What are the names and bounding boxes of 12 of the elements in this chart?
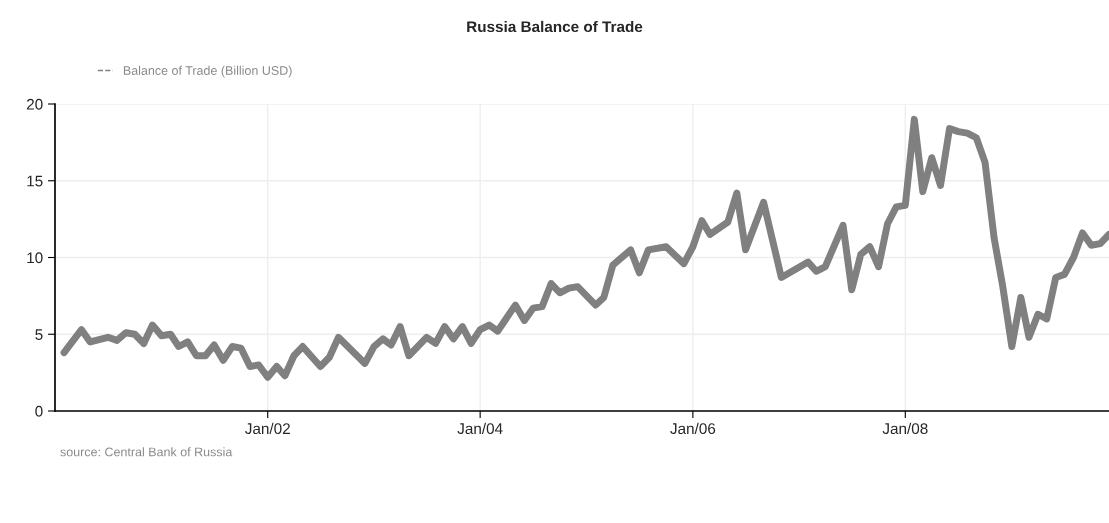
x-tick-label: Jan/08 bbox=[882, 422, 928, 435]
y-tick-label: 10 bbox=[27, 252, 43, 264]
chart-title: Russia Balance of Trade bbox=[467, 20, 643, 33]
source-note: source: Central Bank of Russia bbox=[60, 447, 233, 457]
y-tick-label: 5 bbox=[35, 329, 43, 340]
legend-label: Balance of Trade (Billion USD) bbox=[123, 65, 292, 78]
y-tick-label: 15 bbox=[27, 175, 43, 187]
y-tick-label: 20 bbox=[26, 98, 43, 110]
x-tick-label: Jan/02 bbox=[245, 422, 290, 435]
y-tick-label: 0 bbox=[35, 405, 43, 417]
x-tick-label: Jan/06 bbox=[670, 422, 716, 435]
x-tick-label: Jan/04 bbox=[457, 422, 503, 435]
